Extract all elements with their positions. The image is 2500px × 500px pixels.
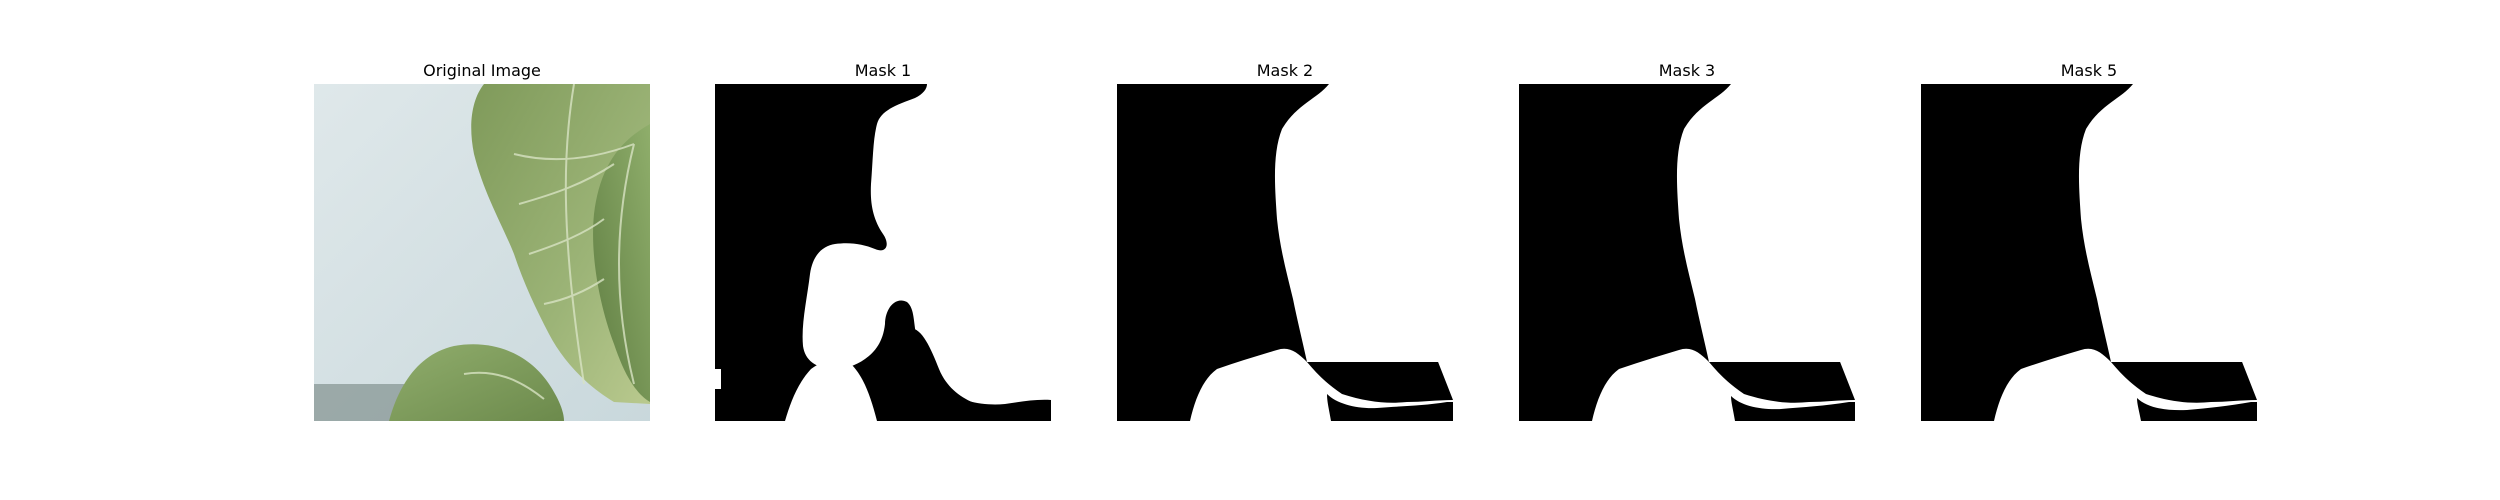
panel-mask-1: Mask 1 <box>715 58 1051 421</box>
segmentation-mask-icon <box>1117 84 1453 421</box>
leaf-photo-icon <box>314 84 650 421</box>
mask-image <box>715 84 1051 421</box>
panel-original-image: Original Image <box>314 58 650 421</box>
segmentation-mask-icon <box>1921 84 2257 421</box>
panel-title: Original Image <box>423 61 541 80</box>
panel-title: Mask 5 <box>2060 61 2118 80</box>
original-image <box>314 84 650 421</box>
mask-image <box>1117 84 1453 421</box>
mask-image <box>1519 84 1855 421</box>
panel-title: Mask 3 <box>1658 61 1716 80</box>
panel-title: Mask 1 <box>854 61 912 80</box>
mask-image <box>1921 84 2257 421</box>
panel-mask-3: Mask 3 <box>1519 58 1855 421</box>
segmentation-mask-icon <box>1519 84 1855 421</box>
panel-mask-2: Mask 2 <box>1117 58 1453 421</box>
panel-mask-5: Mask 5 <box>1921 58 2257 421</box>
segmentation-mask-icon <box>715 84 1051 421</box>
panel-title: Mask 2 <box>1256 61 1314 80</box>
